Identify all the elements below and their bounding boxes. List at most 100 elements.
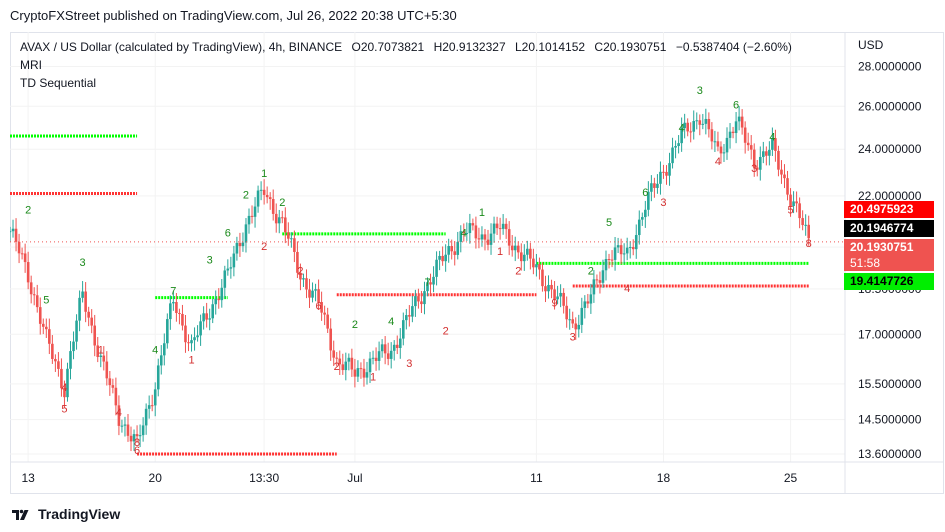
candle-body <box>807 224 810 239</box>
ohlc-open: O20.7073821 <box>351 40 425 54</box>
td-count-label: 6 <box>134 445 140 457</box>
candle-body <box>622 253 626 255</box>
candle-body <box>692 121 696 132</box>
candle-body <box>235 242 239 254</box>
candle-body <box>208 318 211 320</box>
candle-body <box>783 174 786 179</box>
candle-body <box>78 297 81 321</box>
candle-body <box>471 223 475 226</box>
candle-body <box>507 229 511 246</box>
support-resistance-levels <box>10 134 809 456</box>
candle-body <box>377 351 381 361</box>
price-change: −0.5387404 (−2.60%) <box>675 40 792 54</box>
candle-body <box>414 296 417 307</box>
time-axis[interactable]: 13 20 13:30 Jul 11 18 25 <box>21 471 797 485</box>
candle-body <box>274 213 278 224</box>
price-tag-last: 20.1930751 51:58 <box>844 239 934 271</box>
candle-body <box>568 319 571 321</box>
candle-body <box>613 247 617 260</box>
td-count-label: 6 <box>225 227 231 239</box>
candle-body <box>287 232 290 239</box>
candle-body <box>371 357 375 359</box>
candle-body <box>398 338 402 348</box>
candle-body <box>571 319 575 324</box>
candle-body <box>510 245 514 251</box>
candle-body <box>10 231 12 233</box>
candle-body <box>138 435 142 437</box>
candle-body <box>529 248 532 259</box>
candle-body <box>220 287 224 301</box>
candle-body <box>280 217 284 219</box>
tradingview-logo-icon[interactable] <box>10 507 32 521</box>
candle-body <box>695 120 699 122</box>
x-tick-label: 20 <box>149 471 163 485</box>
candle-body <box>559 292 562 297</box>
candle-body <box>166 319 169 344</box>
candle-body <box>671 147 674 164</box>
candle-body <box>132 434 136 442</box>
candle-body <box>217 298 221 301</box>
candle-body <box>144 408 148 426</box>
td-count-label: 4 <box>152 345 158 357</box>
symbol-title[interactable]: AVAX / US Dollar (calculated by TradingV… <box>20 40 343 54</box>
candle-body <box>153 389 157 406</box>
publisher-header: CryptoFXStreet published on TradingView.… <box>10 8 457 23</box>
candle-body <box>668 163 671 176</box>
tradingview-brand[interactable]: TradingView <box>38 506 121 522</box>
candle-body <box>634 235 638 250</box>
td-count-label: 4 <box>461 227 467 239</box>
candle-body <box>17 241 21 254</box>
td-count-label: 4 <box>116 407 122 419</box>
candle-body <box>616 245 620 248</box>
candle-body <box>698 120 702 125</box>
price-chart[interactable]: 2545314864713621222622143724112932546343… <box>10 32 944 494</box>
candle-body <box>238 242 242 247</box>
candle-body <box>465 233 469 235</box>
candle-body <box>459 231 463 242</box>
candle-body <box>311 290 314 298</box>
candle-body <box>749 145 753 150</box>
candle-body <box>172 302 175 304</box>
td-count-label: 3 <box>751 163 757 175</box>
y-tick-label: 24.0000000 <box>858 142 922 156</box>
candle-body <box>256 190 260 207</box>
candle-body <box>48 329 51 344</box>
td-count-label: 2 <box>243 189 249 201</box>
candle-body <box>417 296 420 302</box>
candle-body <box>374 357 378 361</box>
candle-body <box>780 169 783 175</box>
td-count-label: 2 <box>515 266 521 278</box>
candle-body <box>99 355 103 357</box>
candle-body <box>710 129 714 142</box>
td-count-label: 1 <box>188 354 194 366</box>
candle-body <box>450 246 454 252</box>
candle-body <box>129 435 133 442</box>
candle-body <box>719 146 723 154</box>
candle-body <box>111 385 115 388</box>
grid <box>10 32 845 462</box>
candle-body <box>84 291 87 312</box>
indicator-td-sequential-label[interactable]: TD Sequential <box>20 76 97 90</box>
td-count-label: 3 <box>80 257 86 269</box>
candle-body <box>338 358 342 365</box>
td-count-label: 1 <box>98 345 104 357</box>
candle-body <box>114 387 118 406</box>
candle-body <box>141 425 145 436</box>
candle-body <box>229 267 233 269</box>
candle-body <box>734 121 738 134</box>
candle-body <box>665 171 668 176</box>
candle-body <box>631 247 635 250</box>
candle-body <box>193 337 196 341</box>
candle-body <box>804 224 807 226</box>
candle-body <box>302 278 305 280</box>
candle-body <box>758 156 762 170</box>
td-count-label: 2 <box>261 241 267 253</box>
candle-body <box>592 279 596 295</box>
td-count-label: 2 <box>297 266 303 278</box>
bar-countdown: 51:58 <box>850 256 881 270</box>
indicator-mri-label[interactable]: MRI <box>20 58 42 72</box>
candle-body <box>589 294 593 304</box>
candle-body <box>498 228 502 230</box>
candle-body <box>707 118 711 130</box>
candle-body <box>199 321 202 336</box>
